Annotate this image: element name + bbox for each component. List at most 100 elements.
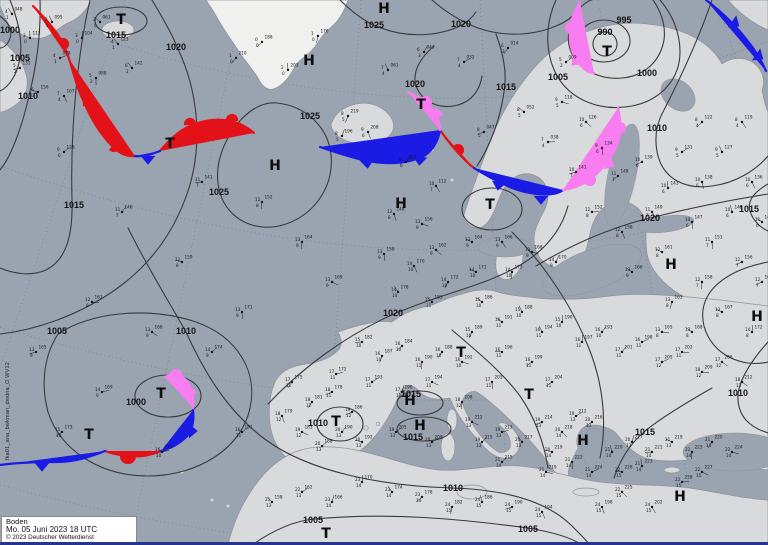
station-temp: 18 [305,397,311,402]
station-temp: 23 [325,497,331,502]
station-pressure: 197 [585,335,593,340]
station-pressure: 136 [755,175,763,180]
station-pressure: 214 [545,415,553,420]
station-plot: 5 131 2 [13,61,31,75]
station-dot [650,450,654,454]
station-dewpoint: 6 [58,153,61,158]
station-dot [446,280,450,284]
station-dewpoint: 8 [746,333,749,338]
station-dewpoint: 2 [14,69,17,74]
station-temp: 20 [315,441,321,446]
station-pressure: 061 [391,63,399,68]
station-pressure: 206 [725,355,733,360]
station-dot [670,440,674,444]
station-temp: 20 [585,417,591,422]
station-dewpoint: 11 [426,303,432,308]
station-temp: 9 [715,147,718,152]
occluded-front-symbol [603,155,615,170]
station-dewpoint: 4 [736,123,739,128]
station-pressure: 227 [705,465,713,470]
station-plot: 13 168 8 [685,325,703,339]
station-temp: 16 [455,357,461,362]
high-center-label: H [751,309,763,325]
station-temp: 9 [399,157,402,162]
station-dot [390,490,394,494]
station-temp: 18 [275,411,281,416]
station-dot [450,505,454,509]
station-pressure: 048 [15,7,23,12]
station-temp: 20 [555,427,561,432]
station-temp: 7 [381,65,384,70]
isobar-1010-nw [0,0,41,171]
station-dot [680,350,684,354]
low-center-label: T [524,387,534,403]
station-dot [554,260,558,264]
station-dot [620,490,624,494]
station-dot [120,210,124,214]
station-dewpoint: 6 [746,183,749,188]
cyprus [663,466,681,474]
isobar-label: 1000 [637,68,657,78]
station-pressure: 178 [335,385,343,390]
station-dot [18,66,22,70]
station-pressure: 172 [339,367,347,372]
station-dewpoint: 5 [336,137,339,142]
station-dewpoint: 3 [32,93,35,98]
station-temp: 20 [625,437,631,442]
baltic-sea [542,243,642,297]
station-dewpoint: 13 [296,493,302,498]
isobar-1010-blacksea [737,341,768,434]
station-dot [470,330,474,334]
station-pressure: 177 [165,445,173,450]
station-dot [720,150,724,154]
station-dewpoint: 14 [540,473,546,478]
station-dot [680,150,684,154]
station-dewpoint: 11 [676,353,682,358]
station-pressure: 212 [579,409,587,414]
isobar-label: 1000 [0,25,20,35]
station-dewpoint: 8 [656,333,659,338]
isobar-label: 1015 [403,432,423,442]
station-plot: 13 169 9 [325,275,343,289]
station-dot [100,390,104,394]
isobar-1010-azores [127,227,591,545]
station-dot [460,400,464,404]
station-pressure: 043 [427,45,435,50]
station-plot: 4 078 1 [53,51,71,65]
station-dewpoint: 4 [382,71,385,76]
station-pressure: 174 [215,345,223,350]
station-pressure: 186 [355,405,363,410]
caption-datetime: Mo. 05 Juni 2023 18 UTC [6,525,98,535]
station-dewpoint: 10 [556,323,562,328]
station-dewpoint: 0 [76,39,79,44]
station-temp: 17 [425,377,431,382]
occluded-front-symbol [187,384,197,400]
station-temp: 13 [465,237,471,242]
station-dot [460,360,464,364]
cold-front-symbol [412,156,428,166]
station-dewpoint: 10 [392,293,398,298]
station-temp: 12 [695,277,701,282]
low-center-label: T [84,427,94,443]
station-temp: 5 [89,73,92,78]
station-dot [522,110,526,114]
station-dot [370,380,374,384]
station-dot [320,444,324,448]
station-dot [380,354,384,358]
station-plot: 12 156 7 [735,255,753,269]
station-dewpoint: 12 [656,363,662,368]
station-plot: 8 122 4 [695,115,713,129]
isobar-1015-east [748,183,768,232]
station-temp: 20 [545,447,551,452]
cold-front-scandinavia [472,166,565,196]
station-dot [210,350,214,354]
station-pressure: 173 [515,265,523,270]
station-temp: 9 [361,127,364,132]
product-id-label: fka01_ana_bwkman_dwdna_O WV12 [5,361,11,461]
